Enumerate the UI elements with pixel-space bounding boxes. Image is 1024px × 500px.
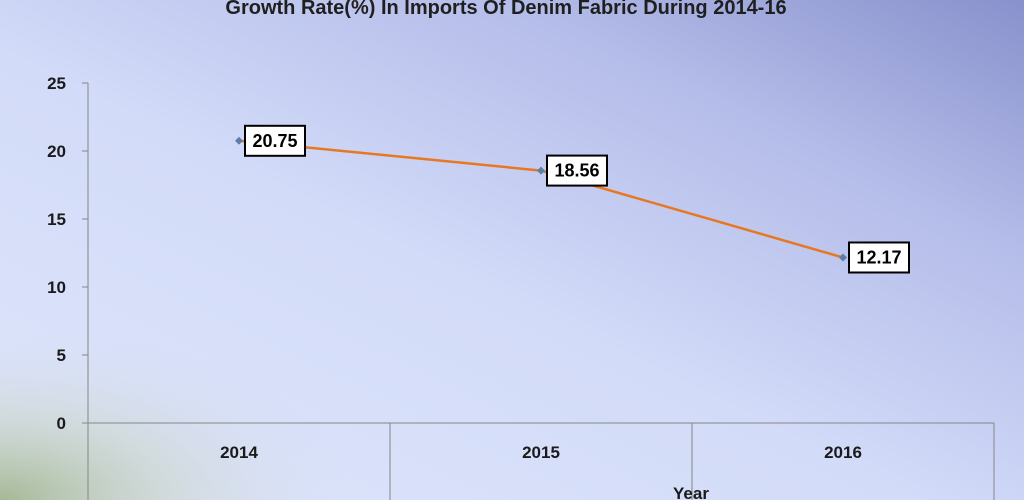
data-point-marker (839, 253, 847, 262)
data-label-text: 18.56 (554, 161, 599, 181)
data-label: 20.75 (244, 124, 306, 157)
data-label-text: 20.75 (252, 131, 297, 151)
y-tick-label: 25 (47, 74, 66, 93)
data-label: 12.17 (848, 241, 910, 274)
axes: 0 5 10 15 20 25 2014 2015 2016 (47, 74, 995, 500)
data-label: 18.56 (546, 154, 608, 187)
y-tick-label: 20 (47, 142, 66, 161)
data-labels: 20.75 18.56 12.17 (244, 124, 910, 274)
x-axis-title: Year (673, 484, 709, 500)
data-label-box (244, 124, 306, 157)
data-point-marker (235, 136, 243, 145)
y-tick-label: 5 (57, 346, 66, 365)
y-tick-label: 0 (57, 414, 66, 433)
data-point-marker (537, 166, 545, 175)
y-tick-label: 15 (47, 210, 66, 229)
x-tick-label: 2014 (220, 443, 258, 462)
x-tick-label: 2015 (522, 443, 560, 462)
series-line (238, 139, 844, 259)
x-tick-label: 2016 (824, 443, 862, 462)
series-layer (235, 136, 847, 262)
data-label-box (848, 241, 910, 274)
chart-title: Growth Rate(%) In Imports Of Denim Fabri… (225, 0, 786, 19)
y-tick-label: 10 (47, 278, 66, 297)
data-label-text: 12.17 (856, 247, 901, 267)
data-label-box (546, 154, 608, 187)
